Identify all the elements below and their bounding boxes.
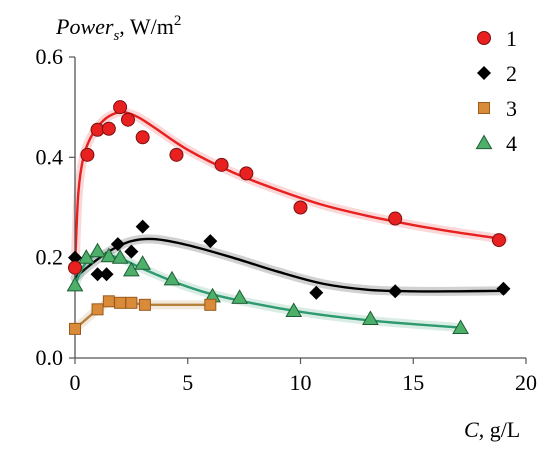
data-point-series-1 [68,260,82,275]
data-point-series-1 [491,233,506,248]
legend-label-series-3: 3 [506,96,517,121]
data-points-layer [66,100,511,335]
x-tick-label: 5 [182,370,193,395]
data-point-series-1 [101,121,116,136]
data-point-series-3 [138,298,151,311]
legend-label-series-1: 1 [506,26,517,51]
x-tick-label: 10 [290,370,312,395]
fit-lines-layer [70,107,508,334]
data-point-series-4 [111,249,129,264]
data-point-series-2 [309,285,324,300]
data-point-series-2 [68,250,82,265]
data-point-series-2 [90,267,105,282]
data-point-series-2 [99,267,114,282]
data-point-series-4 [163,270,181,286]
data-point-series-1 [239,166,254,181]
x-tick-label: 15 [402,370,424,395]
data-point-series-4 [285,302,303,317]
y-axis-label-var: Power [55,14,114,39]
x-axis-label-unit: , g/L [479,417,521,442]
legend-marker-series-2 [477,66,491,80]
legend-marker-series-1 [477,31,491,45]
data-point-series-4 [66,276,84,292]
y-axis-label-sup: 2 [174,13,182,29]
data-point-series-4 [231,289,248,304]
data-point-series-4 [452,319,469,335]
data-point-series-1 [293,200,308,215]
legend-marker-series-4 [475,134,493,150]
data-point-series-3 [125,296,138,309]
data-point-series-3 [69,322,81,335]
legend-marker-series-3 [478,102,490,114]
data-point-series-4 [89,242,106,258]
legend-label-series-2: 2 [506,61,517,86]
data-point-series-1 [169,147,184,162]
data-point-series-1 [214,157,229,172]
x-tick-label: 0 [70,370,81,395]
data-point-series-4 [134,255,152,270]
data-point-series-4 [362,310,379,325]
data-point-series-2 [203,234,218,249]
x-axis-label: C, g/L [464,417,520,442]
x-tick-label: 20 [515,370,537,395]
fit-line-series-1 [73,110,504,268]
y-tick-label: 0.6 [36,44,64,69]
data-point-series-3 [102,295,115,308]
data-point-series-1 [80,147,95,162]
data-point-series-2 [110,237,125,252]
data-point-series-3 [114,296,127,309]
data-point-series-1 [135,130,150,145]
y-axis-label-sub: s [113,28,119,44]
data-point-series-2 [124,244,139,259]
data-point-series-3 [204,298,217,311]
fit-line-series-2 [74,237,504,293]
data-point-series-1 [120,112,135,127]
x-axis-label-var: C [464,417,479,442]
y-tick-label: 0.2 [36,245,64,270]
y-axis-label: Powers, W/m2 [55,13,181,44]
data-point-series-2 [388,284,403,299]
axes: 0 5 10 15 20 0.0 0.2 0.4 0.6 [36,44,538,395]
data-point-series-1 [388,211,403,226]
y-axis-label-unit: , W/m [119,14,174,39]
data-point-series-2 [496,281,511,296]
y-tick-label: 0.0 [36,345,64,370]
y-tick-label: 0.4 [36,144,64,169]
data-point-series-3 [91,303,104,316]
data-point-series-1 [113,100,128,115]
legend-label-series-4: 4 [506,131,517,156]
legend: 1 2 3 4 [475,26,517,156]
data-point-series-2 [135,219,150,234]
data-point-series-4 [100,247,118,263]
